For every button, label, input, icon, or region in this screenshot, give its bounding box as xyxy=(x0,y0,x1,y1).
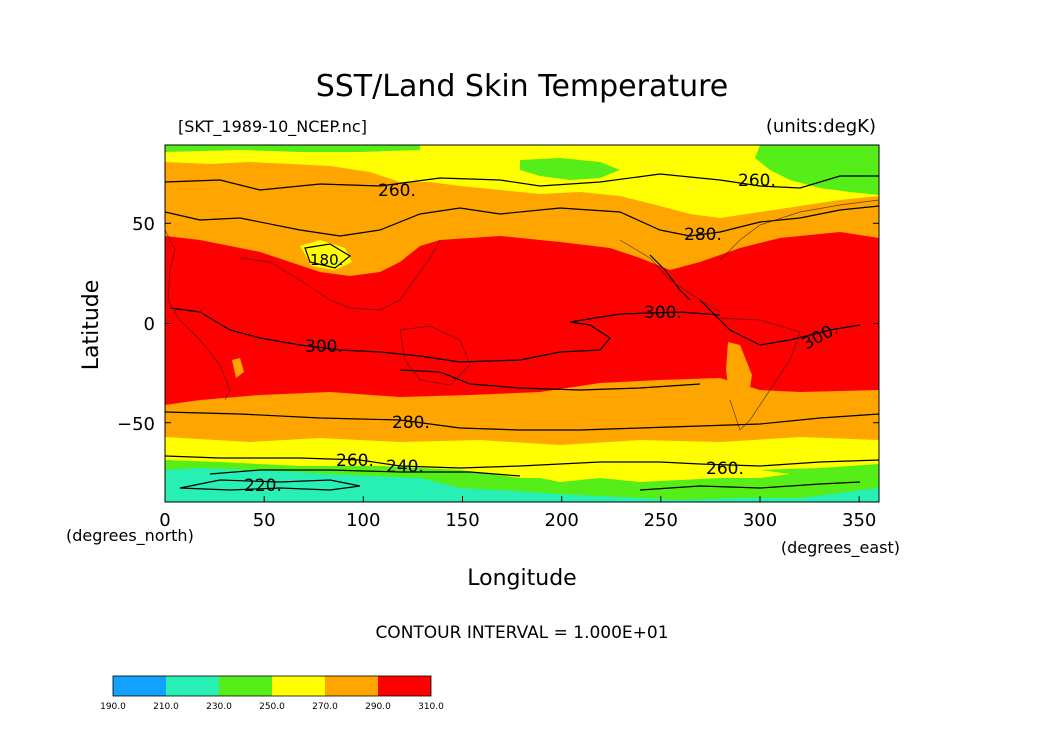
contour-lines xyxy=(165,173,879,491)
contour-label: 260. xyxy=(336,451,374,471)
contour-continent-2 xyxy=(649,254,691,301)
colorbar-swatch xyxy=(378,676,431,696)
x-tick-label: 0 xyxy=(159,510,170,531)
contour-280-north xyxy=(165,205,879,237)
contour-label: 300. xyxy=(644,303,682,323)
x-axis: 0 50 100 150 200 250 300 350 (degrees_ea… xyxy=(159,496,900,591)
colorbar-swatch xyxy=(325,676,378,696)
x-unit-note: (degrees_east) xyxy=(781,538,900,558)
contour-label: 260. xyxy=(378,181,416,201)
contour-label: 260. xyxy=(706,459,744,479)
contour-240-south xyxy=(209,469,521,477)
y-tick-label: 50 xyxy=(132,214,155,235)
coastline-north-america xyxy=(619,239,721,313)
source-file-label: [SKT_1989-10_NCEP.nc] xyxy=(178,117,367,137)
map-plot-area: 260. 260. 280. 180. 300. 300. 300. 280. … xyxy=(165,145,879,502)
coastline-south-america xyxy=(719,317,801,431)
coastline-europe-africa xyxy=(165,229,231,401)
contour-label: 280. xyxy=(684,225,722,245)
contour-300-south xyxy=(399,369,701,391)
x-tick-label: 350 xyxy=(842,510,876,531)
y-tick-marks xyxy=(165,222,879,424)
x-tick-label: 300 xyxy=(743,510,777,531)
colorbar-frame xyxy=(112,675,432,697)
x-tick-label: 100 xyxy=(346,510,380,531)
colorbar-label: 290.0 xyxy=(365,702,391,712)
colorbar-label: 310.0 xyxy=(418,702,444,712)
band-230-250-north-strip xyxy=(165,145,420,152)
coastline-australia xyxy=(399,325,471,386)
y-axis: 50 0 −50 (degrees_north) Latitude xyxy=(66,214,879,546)
contour-label: 240. xyxy=(386,457,424,477)
coastline-asia xyxy=(239,239,441,311)
band-230-250-north-siberia xyxy=(520,158,620,180)
colorbar-label: 270.0 xyxy=(312,702,338,712)
band-270-290-africa xyxy=(232,358,244,378)
contour-260-north xyxy=(165,173,879,191)
colorbar-swatch xyxy=(113,676,166,696)
coastline-north-atlantic xyxy=(719,199,879,261)
x-tick-label: 50 xyxy=(253,510,276,531)
contour-300-north xyxy=(169,307,721,363)
colorbar: 190.0 210.0 230.0 250.0 270.0 290.0 310.0 xyxy=(100,675,444,712)
colorbar-swatch xyxy=(166,676,219,696)
colorbar-swatch xyxy=(272,676,325,696)
band-270-290-andes xyxy=(726,342,752,420)
band-210-230-south xyxy=(165,468,879,502)
contour-label: 280. xyxy=(392,413,430,433)
contour-260-south xyxy=(165,455,879,469)
contour-label: 220. xyxy=(244,476,282,496)
contour-220-south xyxy=(179,479,361,491)
colorbar-swatches xyxy=(113,676,431,696)
y-unit-note: (degrees_north) xyxy=(66,526,194,546)
units-label: (units:degK) xyxy=(766,116,876,137)
colorbar-labels: 190.0 210.0 230.0 250.0 270.0 290.0 310.0 xyxy=(100,702,444,712)
contour-label: 180. xyxy=(310,251,343,269)
y-tick-label: 0 xyxy=(144,314,155,335)
band-250-270-north xyxy=(165,145,879,218)
colorbar-label: 190.0 xyxy=(100,702,126,712)
y-axis-label: Latitude xyxy=(79,280,104,371)
band-250-270-greenland xyxy=(700,165,770,212)
band-230-250-north-east xyxy=(755,145,879,195)
contour-continent-1 xyxy=(699,299,861,346)
y-tick-label: −50 xyxy=(117,414,155,435)
contour-antarctic-east xyxy=(639,481,861,491)
x-tick-label: 200 xyxy=(545,510,579,531)
x-tick-label: 150 xyxy=(445,510,479,531)
x-tick-marks xyxy=(164,496,860,502)
coastlines xyxy=(165,199,879,431)
contour-tibet xyxy=(304,243,352,269)
colorbar-label: 230.0 xyxy=(206,702,232,712)
map-title: SST/Land Skin Temperature xyxy=(316,69,729,104)
contour-label: 260. xyxy=(738,171,776,191)
contour-interval-label: CONTOUR INTERVAL = 1.000E+01 xyxy=(375,623,668,643)
colorbar-label: 210.0 xyxy=(153,702,179,712)
band-250-270-antarctic xyxy=(480,468,790,482)
contour-280-south xyxy=(165,411,879,431)
x-axis-label: Longitude xyxy=(467,566,576,591)
x-tick-label: 250 xyxy=(644,510,678,531)
colorbar-swatch xyxy=(219,676,272,696)
contour-label: 300. xyxy=(305,337,343,357)
colorbar-label: 250.0 xyxy=(259,702,285,712)
